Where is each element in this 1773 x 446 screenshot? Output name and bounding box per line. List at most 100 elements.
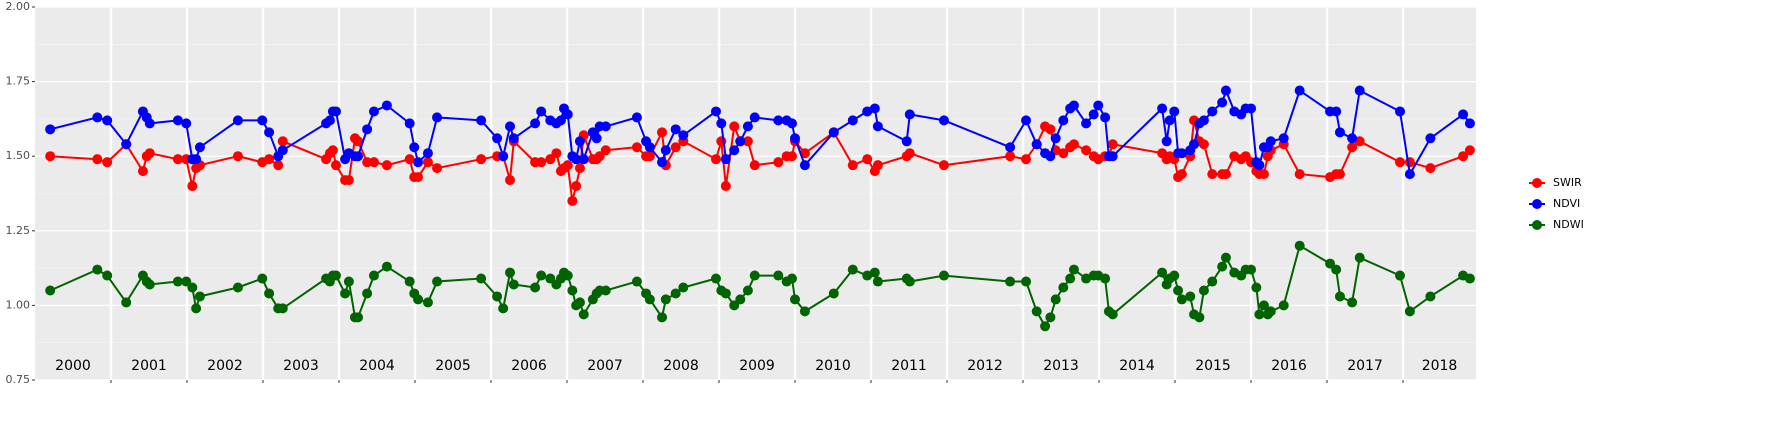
data-point (1198, 115, 1209, 126)
data-point (1354, 252, 1365, 263)
legend-key (1532, 199, 1542, 209)
data-point (530, 282, 541, 293)
data-point (422, 297, 433, 308)
data-point (404, 276, 415, 287)
data-point (1176, 148, 1187, 159)
data-point (362, 124, 373, 135)
data-point (277, 145, 288, 156)
data-point (505, 175, 516, 186)
data-point (773, 157, 784, 168)
data-point (670, 124, 681, 135)
year-label: 2014 (1119, 358, 1155, 374)
data-point (508, 133, 519, 144)
data-point (121, 297, 132, 308)
data-point (678, 282, 689, 293)
legend-key (1532, 220, 1542, 230)
data-point (1005, 151, 1016, 162)
data-point (1404, 169, 1415, 180)
year-label: 2002 (207, 358, 243, 374)
data-point (1425, 133, 1436, 144)
data-point (1217, 261, 1228, 272)
data-point (631, 142, 642, 153)
data-point (92, 154, 103, 165)
data-point (353, 312, 364, 323)
data-point (1404, 157, 1415, 168)
data-point (1189, 139, 1200, 150)
data-point (432, 112, 443, 123)
data-point (938, 270, 949, 281)
y-tick-label: 0.75 (6, 373, 31, 386)
data-point (381, 160, 392, 171)
data-point (277, 136, 288, 147)
data-point (492, 133, 503, 144)
year-label: 2013 (1043, 358, 1079, 374)
data-point (1294, 240, 1305, 251)
data-point (847, 115, 858, 126)
data-point (492, 291, 503, 302)
data-point (828, 288, 839, 299)
year-label: 2008 (663, 358, 699, 374)
data-point (1173, 285, 1184, 296)
data-point (657, 312, 668, 323)
data-point (1157, 103, 1168, 114)
data-point (92, 112, 103, 123)
year-label: 2010 (815, 358, 851, 374)
data-point (1068, 100, 1079, 111)
data-point (409, 142, 420, 153)
data-point (1334, 127, 1345, 138)
data-point (343, 276, 354, 287)
data-point (1347, 297, 1358, 308)
data-point (600, 285, 611, 296)
data-point (1207, 169, 1218, 180)
year-label: 2017 (1347, 358, 1383, 374)
data-point (1100, 112, 1111, 123)
data-point (1220, 252, 1231, 263)
data-point (194, 142, 205, 153)
data-point (1045, 151, 1056, 162)
data-point (404, 118, 415, 129)
year-label: 2005 (435, 358, 471, 374)
data-point (172, 276, 183, 287)
data-point (277, 303, 288, 314)
data-point (498, 303, 509, 314)
data-point (1394, 270, 1405, 281)
data-point (1081, 145, 1092, 156)
data-point (1198, 285, 1209, 296)
data-point (644, 294, 655, 305)
data-point (729, 121, 740, 132)
data-point (1246, 264, 1257, 275)
y-tick-label: 1.75 (6, 75, 31, 88)
data-point (869, 103, 880, 114)
data-point (508, 279, 519, 290)
data-point (1088, 109, 1099, 120)
data-point (536, 106, 547, 117)
data-point (869, 267, 880, 278)
data-point (1207, 106, 1218, 117)
data-point (257, 273, 268, 284)
data-point (1045, 312, 1056, 323)
year-label: 2018 (1422, 358, 1458, 374)
data-point (362, 288, 373, 299)
data-point (432, 276, 443, 287)
data-point (591, 133, 602, 144)
data-point (432, 163, 443, 174)
data-point (567, 195, 578, 206)
data-point (1258, 300, 1269, 311)
data-point (1331, 106, 1342, 117)
data-point (773, 115, 784, 126)
data-point (644, 142, 655, 153)
data-point (1217, 97, 1228, 108)
data-point (1093, 100, 1104, 111)
year-label: 2011 (891, 358, 927, 374)
data-point (476, 154, 487, 165)
data-point (742, 285, 753, 296)
data-point (1394, 106, 1405, 117)
data-point (144, 148, 155, 159)
data-point (1220, 85, 1231, 96)
data-point (670, 288, 681, 299)
data-point (144, 279, 155, 290)
data-point (264, 288, 275, 299)
data-point (1050, 294, 1061, 305)
data-point (1005, 276, 1016, 287)
data-point (1068, 264, 1079, 275)
